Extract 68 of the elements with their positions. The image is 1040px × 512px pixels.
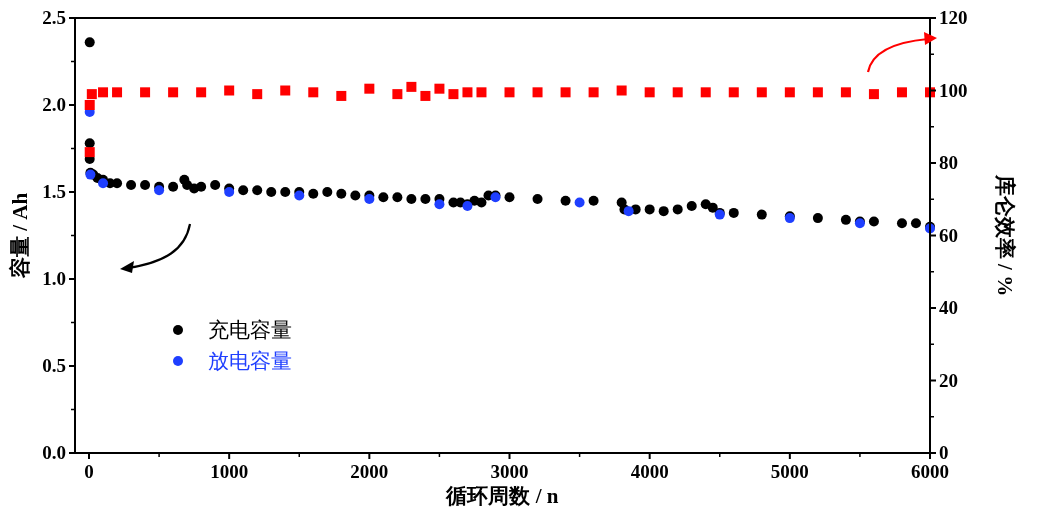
point — [336, 90, 347, 101]
y-tick-label: 2.5 — [42, 7, 66, 28]
point — [86, 89, 97, 100]
point — [308, 87, 319, 98]
point — [756, 87, 767, 98]
point — [623, 206, 634, 217]
y2-tick-label: 40 — [939, 297, 958, 318]
point — [294, 190, 305, 201]
point — [476, 87, 487, 98]
point — [224, 85, 235, 96]
point — [560, 87, 571, 98]
y-tick-label: 2.0 — [42, 94, 66, 115]
y2-tick-label: 120 — [939, 7, 968, 28]
point — [812, 87, 823, 98]
y-tick-label: 1.0 — [42, 268, 66, 289]
point — [406, 81, 417, 92]
legend-label: 充电容量 — [208, 318, 292, 342]
y2-tick-label: 0 — [939, 442, 949, 463]
y2-tick-label: 60 — [939, 224, 958, 246]
point — [168, 87, 179, 98]
point — [672, 87, 683, 98]
point — [140, 87, 151, 98]
point — [84, 147, 95, 158]
x-tick-label: 5000 — [770, 461, 809, 482]
x-tick-label: 4000 — [630, 461, 669, 482]
x-tick-label: 1000 — [210, 461, 249, 482]
point — [588, 87, 599, 98]
point — [574, 197, 585, 208]
y-tick-label: 0.0 — [42, 442, 66, 463]
y-tick-label: 1.5 — [42, 181, 66, 202]
point — [434, 199, 445, 210]
x-tick-label: 3000 — [490, 461, 529, 482]
point — [224, 187, 235, 197]
point — [896, 87, 907, 98]
legend-label: 放电容量 — [208, 349, 292, 373]
point — [252, 89, 263, 100]
point — [784, 87, 795, 98]
point — [154, 185, 165, 196]
point — [644, 87, 655, 98]
point — [98, 178, 109, 189]
point — [504, 87, 515, 98]
point — [868, 89, 879, 100]
point — [728, 87, 739, 98]
y2-axis-title: 库仑效率 / % — [993, 173, 1017, 297]
point — [280, 85, 291, 96]
y2-tick-label: 20 — [939, 369, 958, 391]
point — [840, 87, 851, 98]
y2-tick-label: 80 — [939, 152, 958, 173]
point — [448, 89, 459, 100]
point — [98, 87, 109, 98]
y-tick-label: 0.5 — [42, 355, 66, 376]
point — [700, 87, 711, 98]
y2-tick-label: 100 — [939, 79, 968, 101]
point — [532, 87, 543, 98]
point — [84, 100, 95, 110]
point — [462, 87, 473, 98]
point — [112, 87, 123, 98]
point — [196, 87, 207, 98]
point — [392, 89, 403, 100]
point — [420, 90, 431, 101]
x-axis-title: 循环周数 / n — [445, 484, 559, 508]
x-tick-label: 0 — [84, 461, 94, 482]
y-axis-title: 容量 / Ah — [8, 192, 32, 280]
point — [616, 85, 627, 96]
x-tick-label: 6000 — [911, 461, 949, 482]
point — [364, 83, 375, 94]
point — [434, 83, 445, 94]
x-tick-label: 2000 — [350, 461, 389, 482]
